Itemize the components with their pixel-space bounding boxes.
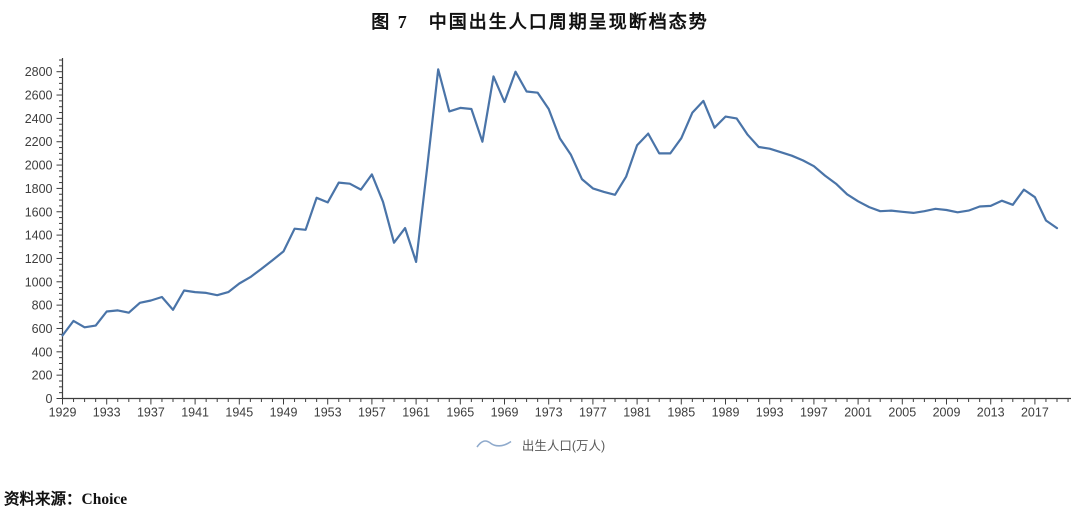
birth-population-chart: 0 200 400 600 800 1000 1200 1400 1600 1800 2000 220… [25, 58, 1071, 420]
x-axis-tick-label: 2013 [977, 406, 1005, 420]
x-axis-tick-label: 2009 [933, 406, 961, 420]
x-axis-tick-label: 1941 [181, 406, 209, 420]
x-axis-tick-label: 1969 [491, 406, 519, 420]
y-axis-tick-label: 2800 [25, 65, 53, 79]
y-axis-tick-label: 600 [32, 322, 53, 336]
x-axis-tick-label: 2017 [1021, 406, 1049, 420]
line-series-icon [476, 440, 512, 448]
x-axis-tick-label: 1949 [270, 406, 298, 420]
x-axis-tick-label: 1933 [93, 406, 121, 420]
x-axis-tick-label: 1973 [535, 406, 563, 420]
x-axis-tick-label: 1997 [800, 406, 828, 420]
x-axis-tick-label: 1993 [756, 406, 784, 420]
source-label: 资料来源：Choice [4, 491, 128, 508]
legend: 出生人口(万人) [0, 434, 1080, 454]
x-axis-tick-label: 1985 [667, 406, 695, 420]
y-axis-tick-label: 1400 [25, 229, 53, 243]
x-axis-tick-label: 1989 [712, 406, 740, 420]
x-axis-tick-label: 1961 [402, 406, 430, 420]
x-axis-tick-label: 1953 [314, 406, 342, 420]
y-axis-tick-label: 1000 [25, 275, 53, 289]
x-axis-tick-label: 1977 [579, 406, 607, 420]
y-axis-tick-label: 400 [32, 345, 53, 359]
y-axis-tick-label: 2600 [25, 89, 53, 103]
x-axis-tick-label: 1929 [49, 406, 77, 420]
y-axis-tick-label: 2200 [25, 135, 53, 149]
y-axis-tick-label: 0 [46, 392, 53, 406]
y-axis-tick-label: 1800 [25, 182, 53, 196]
y-axis-tick-label: 800 [32, 299, 53, 313]
legend-series-label: 出生人口(万人) [521, 438, 606, 453]
y-axis-tick-label: 1200 [25, 252, 53, 266]
y-axis-tick-label: 1600 [25, 205, 53, 219]
page-title: 图 7 中国出生人口周期呈现断档态势 [371, 12, 709, 32]
x-axis-tick-label: 1937 [137, 406, 165, 420]
birth-population-series-line [61, 68, 1059, 337]
x-axis-tick-label: 1981 [623, 406, 651, 420]
y-axis-tick-label: 2000 [25, 159, 53, 173]
x-axis-tick-label: 2005 [888, 406, 916, 420]
x-axis-tick-label: 1945 [225, 406, 253, 420]
y-axis-tick-label: 200 [32, 369, 53, 383]
x-axis-tick-label: 2001 [844, 406, 872, 420]
x-axis-tick-label: 1957 [358, 406, 386, 420]
x-axis-tick-label: 1965 [446, 406, 474, 420]
y-axis-tick-label: 2400 [25, 112, 53, 126]
